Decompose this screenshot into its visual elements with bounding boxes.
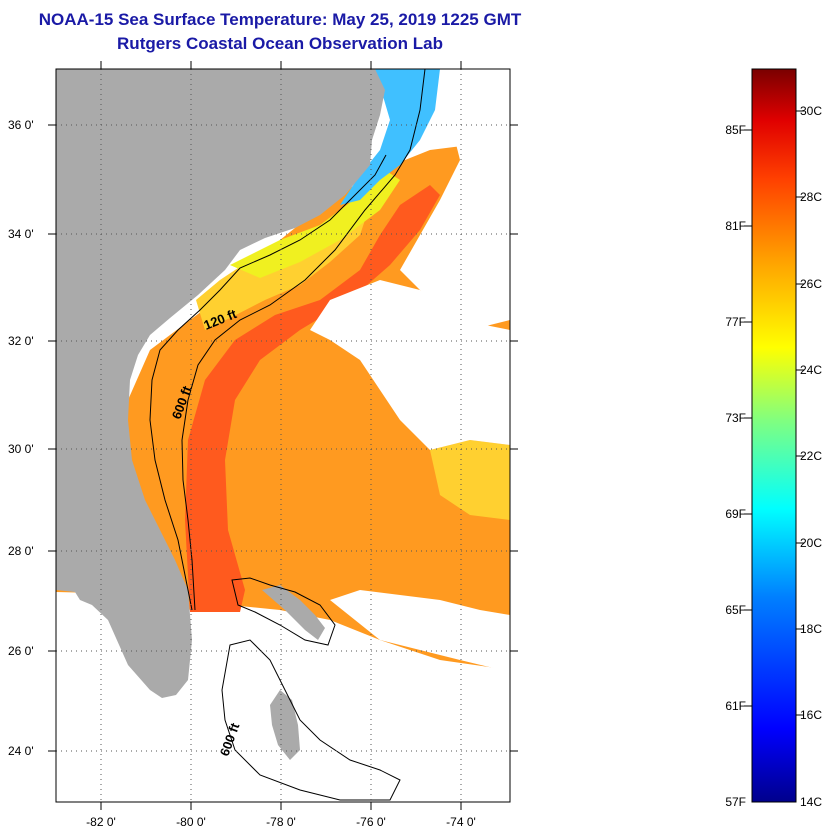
- land-bahamas-abaco: [262, 585, 325, 640]
- cb-label-16c: 16C: [800, 708, 822, 722]
- land-us-east-coast: [56, 69, 385, 698]
- map-title: NOAA-15 Sea Surface Temperature: May 25,…: [38, 10, 522, 29]
- cb-label-22c: 22C: [800, 449, 822, 463]
- cb-label-20c: 20C: [800, 536, 822, 550]
- colorbar: [751, 68, 797, 803]
- cb-label-81f: 81F: [725, 219, 746, 233]
- lat-label-28: 28 0': [8, 544, 34, 558]
- contour-bahamas-north: [231, 577, 336, 646]
- cb-label-73f: 73F: [725, 411, 746, 425]
- cb-label-18c: 18C: [800, 622, 822, 636]
- cb-label-28c: 28C: [800, 190, 822, 204]
- cb-label-69f: 69F: [725, 507, 746, 521]
- cloud-cover-north: [400, 69, 510, 330]
- cb-label-57f: 57F: [725, 795, 746, 809]
- map-subtitle: Rutgers Coastal Ocean Observation Lab: [117, 34, 443, 53]
- graticule: [56, 69, 510, 802]
- colorbar-ticks: [744, 110, 804, 716]
- cb-label-65f: 65F: [725, 603, 746, 617]
- cb-label-14c: 14C: [800, 795, 822, 809]
- cb-label-26c: 26C: [800, 277, 822, 291]
- lon-label-78: -78 0': [266, 815, 296, 829]
- map-area: [56, 69, 510, 802]
- lat-label-24: 24 0': [8, 744, 34, 758]
- sst-field-cool-east: [430, 440, 510, 520]
- lat-label-26: 26 0': [8, 644, 34, 658]
- lon-label-82: -82 0': [86, 815, 116, 829]
- cloud-cover-south: [330, 590, 510, 672]
- cb-label-61f: 61F: [725, 699, 746, 713]
- land-bahamas-andros: [270, 690, 300, 760]
- cb-label-85f: 85F: [725, 123, 746, 137]
- contour-600ft-line: [181, 69, 426, 611]
- lat-label-34: 34 0': [8, 227, 34, 241]
- lon-label-74: -74 0': [446, 815, 476, 829]
- map-frame: [55, 68, 511, 803]
- sst-gulf-stream: [185, 185, 440, 612]
- lon-label-80: -80 0': [176, 815, 206, 829]
- lon-label-76: -76 0': [356, 815, 386, 829]
- sst-field-warm: [56, 140, 510, 670]
- frame-ticks: [48, 61, 518, 810]
- cb-label-30c: 30C: [800, 104, 822, 118]
- lat-label-32: 32 0': [8, 334, 34, 348]
- cloud-cover-central: [310, 280, 510, 450]
- cb-label-24c: 24C: [800, 363, 822, 377]
- lat-label-36: 36 0': [8, 118, 34, 132]
- lat-label-30: 30 0': [8, 442, 34, 456]
- contour-120ft-line: [149, 154, 387, 611]
- cb-label-77f: 77F: [725, 315, 746, 329]
- contour-bahamas: [221, 639, 401, 801]
